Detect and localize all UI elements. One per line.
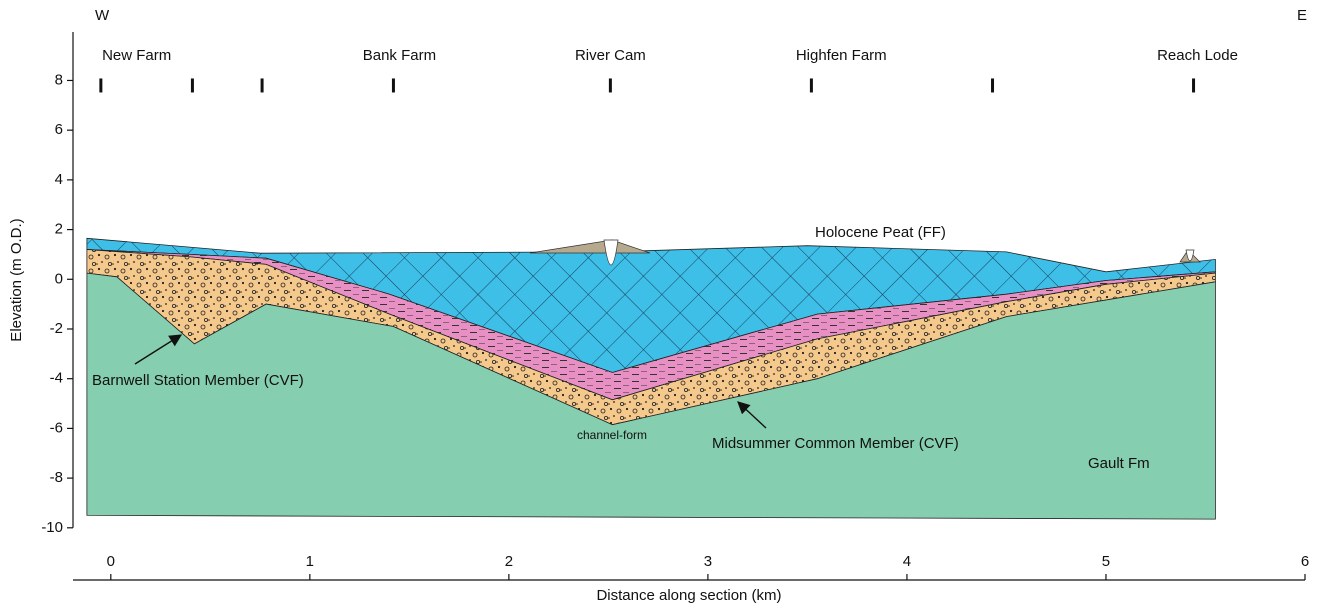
direction-east: E	[1297, 7, 1307, 24]
y-tick-label: -4	[50, 370, 63, 387]
x-tick-label: 6	[1301, 553, 1309, 570]
y-tick-label: -10	[41, 519, 63, 536]
y-tick-label: 6	[55, 121, 63, 138]
site-label: River Cam	[575, 47, 646, 64]
y-tick-label: 4	[55, 171, 63, 188]
x-axis-label: Distance along section (km)	[596, 587, 781, 604]
annotation: channel-form	[577, 428, 647, 442]
annotation: Midsummer Common Member (CVF)	[712, 435, 959, 452]
x-tick-label: 2	[505, 553, 513, 570]
site-label: New Farm	[102, 47, 171, 64]
y-axis-label: Elevation (m O.D.)	[8, 218, 25, 341]
direction-west: W	[95, 7, 110, 24]
x-tick-label: 0	[107, 553, 115, 570]
y-tick-label: 0	[55, 270, 63, 287]
annotation: Gault Fm	[1088, 455, 1150, 472]
site-label: Bank Farm	[363, 47, 436, 64]
x-tick-label: 1	[306, 553, 314, 570]
x-tick-label: 3	[704, 553, 712, 570]
channel-fill	[530, 240, 650, 253]
y-tick-label: 8	[55, 71, 63, 88]
annotation: Holocene Peat (FF)	[815, 224, 946, 241]
annotation: Barnwell Station Member (CVF)	[92, 372, 304, 389]
x-tick-label: 4	[903, 553, 911, 570]
y-tick-label: -6	[50, 419, 63, 436]
chart: -10 -8 -6 -4 -2 0 2 4 6 8 0 1 2 3 4 5 6 New Farm Bank Farm…	[0, 0, 1332, 608]
y-tick-label: -8	[50, 469, 63, 486]
site-label: Reach Lode	[1157, 47, 1238, 64]
x-tick-label: 5	[1102, 553, 1110, 570]
y-tick-label: -2	[50, 320, 63, 337]
site-label: Highfen Farm	[796, 47, 887, 64]
y-tick-label: 2	[55, 221, 63, 238]
